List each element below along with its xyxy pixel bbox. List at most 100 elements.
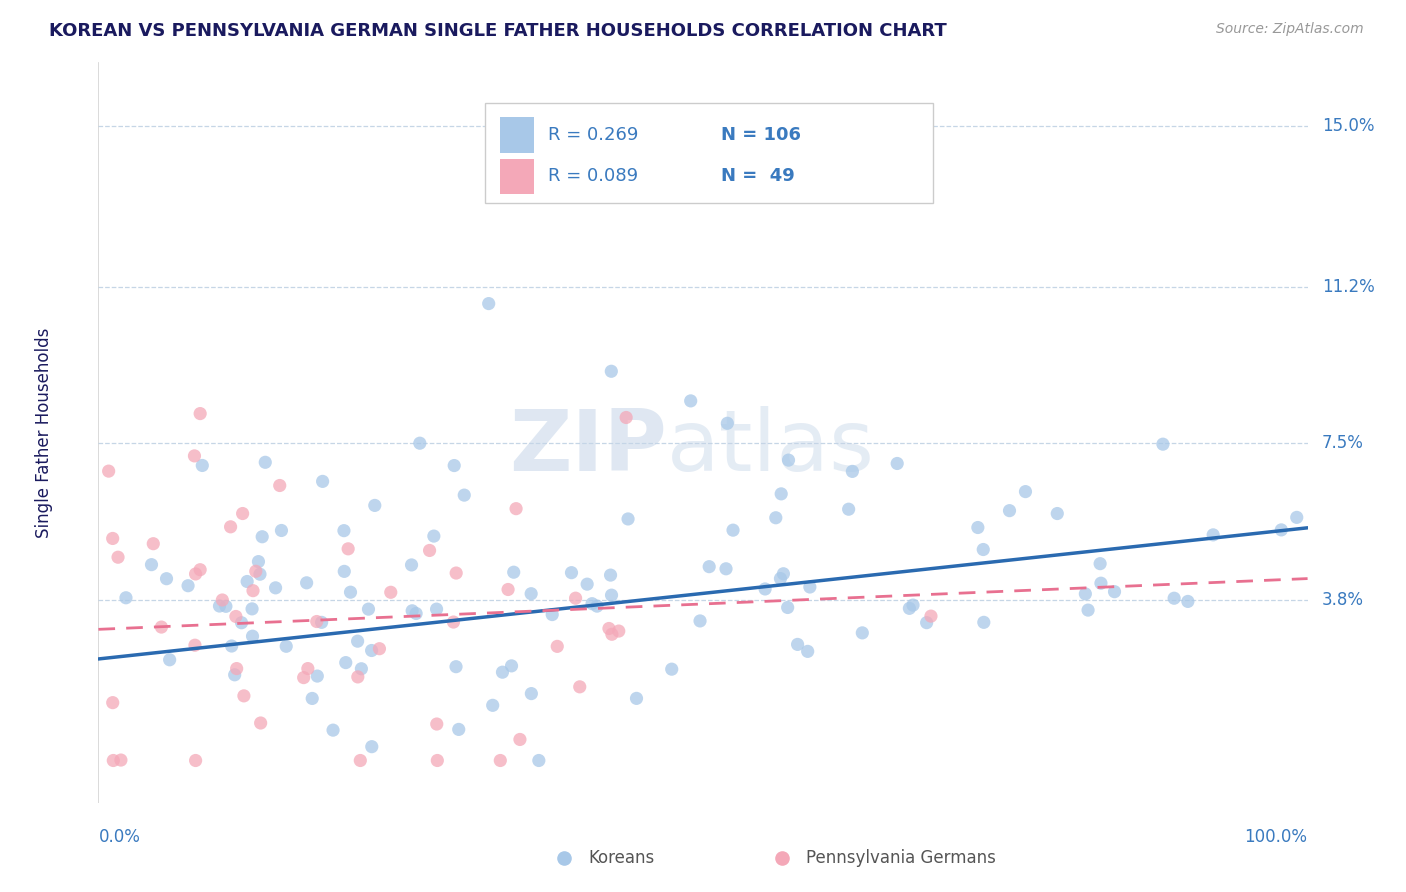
Point	[714, 562, 737, 576]
Point	[333, 565, 356, 579]
Point	[426, 717, 449, 731]
Point	[295, 575, 318, 590]
Point	[444, 566, 467, 580]
Point	[586, 599, 609, 614]
Point	[297, 662, 319, 676]
Point	[208, 599, 231, 613]
Point	[614, 410, 637, 425]
Point	[245, 564, 267, 578]
Point	[184, 754, 207, 768]
Point	[754, 582, 776, 596]
Point	[1163, 591, 1185, 606]
Point	[103, 754, 125, 768]
Point	[679, 393, 702, 408]
Point	[225, 609, 247, 624]
Point	[311, 475, 333, 489]
Text: 100.0%: 100.0%	[1244, 828, 1308, 847]
Point	[401, 604, 423, 618]
Point	[311, 615, 333, 630]
Point	[527, 754, 550, 768]
Point	[305, 615, 328, 629]
Point	[796, 644, 818, 658]
Point	[264, 581, 287, 595]
Point	[786, 637, 808, 651]
Point	[776, 600, 799, 615]
Point	[1270, 523, 1292, 537]
Text: Source: ZipAtlas.com: Source: ZipAtlas.com	[1216, 22, 1364, 37]
Point	[1046, 507, 1069, 521]
Point	[242, 583, 264, 598]
Point	[716, 417, 738, 431]
Point	[886, 457, 908, 471]
Point	[505, 501, 527, 516]
Text: Pennsylvania Germans: Pennsylvania Germans	[806, 849, 995, 867]
Point	[496, 582, 519, 597]
Point	[520, 687, 543, 701]
Point	[898, 601, 921, 615]
Point	[211, 593, 233, 607]
Text: Koreans: Koreans	[588, 849, 654, 867]
Point	[110, 753, 132, 767]
Point	[191, 458, 214, 473]
Point	[1014, 484, 1036, 499]
Point	[409, 436, 432, 450]
Point	[443, 458, 465, 473]
Point	[838, 502, 860, 516]
Point	[247, 555, 270, 569]
Point	[236, 574, 259, 589]
Point	[541, 607, 564, 622]
Point	[447, 723, 470, 737]
Point	[215, 599, 238, 614]
Point	[254, 455, 277, 469]
Point	[225, 662, 247, 676]
Text: 11.2%: 11.2%	[1322, 277, 1375, 295]
Text: atlas: atlas	[666, 406, 875, 489]
Point	[1074, 587, 1097, 601]
Text: Single Father Households: Single Father Households	[35, 327, 53, 538]
Point	[769, 572, 792, 586]
Point	[444, 659, 467, 673]
Point	[915, 615, 938, 630]
Point	[426, 602, 449, 616]
Point	[337, 541, 360, 556]
Point	[250, 530, 273, 544]
Point	[1088, 557, 1111, 571]
Point	[242, 629, 264, 643]
Point	[184, 638, 207, 652]
Point	[600, 588, 623, 602]
Point	[159, 653, 181, 667]
Point	[1077, 603, 1099, 617]
Point	[101, 532, 124, 546]
Point	[183, 449, 205, 463]
Point	[107, 550, 129, 565]
Text: R = 0.089: R = 0.089	[548, 168, 638, 186]
Point	[599, 568, 621, 582]
Point	[155, 572, 177, 586]
Point	[576, 577, 599, 591]
Point	[1090, 576, 1112, 591]
FancyBboxPatch shape	[485, 103, 932, 203]
Point	[333, 524, 356, 538]
Point	[346, 670, 368, 684]
Text: R = 0.269: R = 0.269	[548, 126, 638, 144]
Point	[292, 671, 315, 685]
Point	[249, 567, 271, 582]
Point	[443, 615, 465, 629]
Point	[419, 543, 441, 558]
Text: N =  49: N = 49	[721, 168, 794, 186]
Point	[851, 625, 873, 640]
Point	[188, 563, 211, 577]
Point	[600, 627, 623, 641]
Point	[141, 558, 163, 572]
Text: 7.5%: 7.5%	[1322, 434, 1364, 452]
Point	[546, 640, 568, 654]
Point	[1104, 584, 1126, 599]
Text: 15.0%: 15.0%	[1322, 117, 1375, 135]
Point	[360, 739, 382, 754]
Point	[1285, 510, 1308, 524]
Point	[232, 689, 254, 703]
Point	[972, 542, 994, 557]
Point	[276, 640, 298, 654]
Text: ZIP: ZIP	[509, 406, 666, 489]
Point	[661, 662, 683, 676]
